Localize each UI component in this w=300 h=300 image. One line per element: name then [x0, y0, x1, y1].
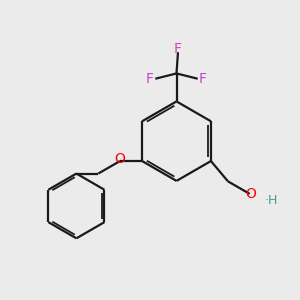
Text: F: F	[146, 72, 154, 86]
Text: O: O	[246, 187, 256, 201]
Text: ·H: ·H	[265, 194, 278, 207]
Text: F: F	[199, 72, 207, 86]
Text: O: O	[115, 152, 125, 166]
Text: F: F	[174, 42, 182, 56]
